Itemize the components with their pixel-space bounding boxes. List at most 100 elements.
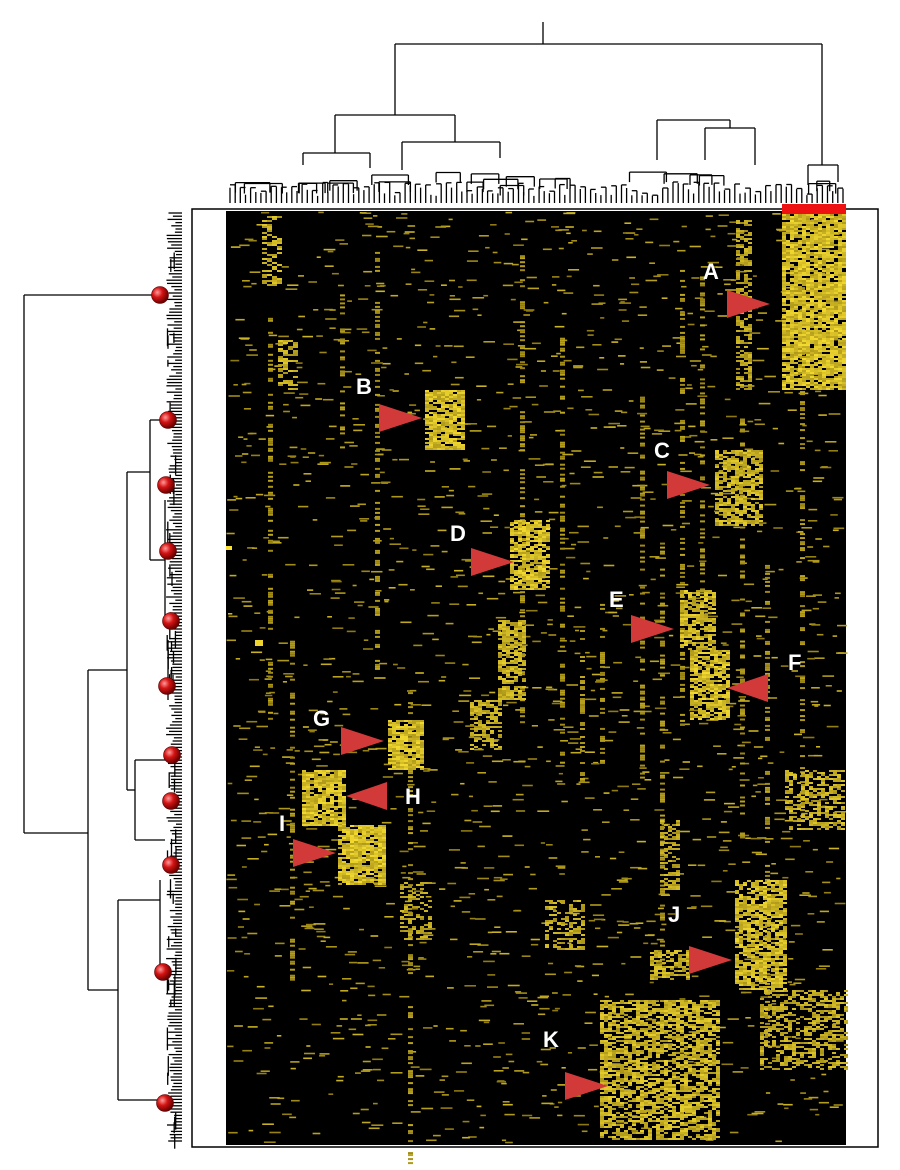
heatmap-cell xyxy=(577,980,583,982)
heatmap-cell xyxy=(786,380,790,382)
heatmap-cell xyxy=(278,340,283,342)
heatmap-cell xyxy=(608,611,618,614)
heatmap-cell xyxy=(375,501,380,504)
heatmap-cell xyxy=(740,544,745,547)
heatmap-cell xyxy=(802,292,806,294)
heatmap-cell xyxy=(393,245,404,248)
heatmap-cell xyxy=(325,946,337,948)
heatmap-cell xyxy=(543,481,554,483)
heatmap-cell xyxy=(350,1018,362,1020)
heatmap-cell xyxy=(521,539,530,542)
heatmap-cell xyxy=(243,408,251,410)
heatmap-cell xyxy=(460,1029,467,1032)
heatmap-cell xyxy=(818,316,822,318)
heatmap-cell xyxy=(818,338,822,340)
heatmap-cell xyxy=(747,420,754,423)
heatmap-cell xyxy=(724,398,731,401)
heatmap-cell xyxy=(810,254,814,256)
heatmap-cell xyxy=(826,372,830,374)
heatmap-cell xyxy=(814,306,818,308)
heatmap-cell xyxy=(782,350,786,352)
heatmap-cell xyxy=(700,366,705,369)
heatmap-cell xyxy=(512,397,522,399)
heatmap-cell xyxy=(295,362,303,364)
heatmap-cell xyxy=(527,758,538,760)
heatmap-cell xyxy=(802,278,806,280)
heatmap-cell xyxy=(521,1038,531,1040)
heatmap-cell xyxy=(611,789,619,792)
heatmap-cell xyxy=(794,332,798,334)
heatmap-cell xyxy=(640,568,645,571)
heatmap-cell xyxy=(339,708,348,710)
heatmap-cell xyxy=(254,798,259,801)
heatmap-cell xyxy=(640,754,645,757)
heatmap-cell xyxy=(290,678,295,681)
heatmap-cell xyxy=(640,488,645,491)
heatmap-cell xyxy=(814,232,818,234)
heatmap-cell xyxy=(454,866,466,869)
heatmap-cell xyxy=(700,532,705,535)
heatmap-cell xyxy=(520,381,525,384)
heatmap-cell xyxy=(634,234,639,236)
heatmap-cell xyxy=(736,322,740,324)
heatmap-cell xyxy=(818,238,822,240)
heatmap-cell xyxy=(818,320,822,322)
heatmap-cell xyxy=(740,282,744,284)
heatmap-cell xyxy=(740,718,745,721)
heatmap-cell xyxy=(317,463,329,465)
heatmap-cell xyxy=(268,429,273,432)
heatmap-cell xyxy=(660,814,665,817)
heatmap-cell xyxy=(822,292,826,294)
heatmap-cell xyxy=(826,861,834,863)
heatmap-cell xyxy=(790,298,794,300)
heatmap-cell xyxy=(660,724,665,727)
heatmap-cell xyxy=(660,796,665,799)
heatmap-cell xyxy=(842,216,846,218)
heatmap-cell xyxy=(830,342,834,344)
heatmap-cell xyxy=(790,388,794,390)
heatmap-cell xyxy=(810,336,814,338)
heatmap-cell xyxy=(408,1158,413,1161)
heatmap-cell xyxy=(814,336,818,338)
heatmap-cell xyxy=(740,762,745,765)
heatmap-cell xyxy=(822,332,826,334)
heatmap-cell xyxy=(814,449,821,452)
heatmap-cell xyxy=(842,262,846,264)
heatmap-cell xyxy=(700,324,705,327)
heatmap-cell xyxy=(830,220,834,222)
heatmap-cell xyxy=(375,325,380,328)
heatmap-cell xyxy=(802,320,806,322)
heatmap-cell xyxy=(319,351,327,354)
heatmap-cell xyxy=(640,526,649,529)
heatmap-cell xyxy=(265,692,271,694)
heatmap-cell xyxy=(290,956,295,959)
heatmap-cell xyxy=(810,226,814,228)
heatmap-cell xyxy=(806,332,810,334)
heatmap-cell xyxy=(593,230,602,233)
heatmap-cell xyxy=(448,218,453,221)
heatmap-cell xyxy=(834,322,838,324)
heatmap-cell xyxy=(826,342,830,344)
heatmap-cell xyxy=(794,268,798,270)
heatmap-cell xyxy=(527,1000,538,1002)
heatmap-cell xyxy=(618,721,630,723)
heatmap-cell xyxy=(811,704,821,706)
heatmap-cell xyxy=(325,318,337,320)
heatmap-cell xyxy=(268,471,273,474)
heatmap-cell xyxy=(765,584,770,587)
heatmap-cell xyxy=(727,1018,739,1020)
heatmap-cell xyxy=(830,360,834,362)
heatmap-cell xyxy=(384,916,394,918)
heatmap-cell xyxy=(228,1131,238,1134)
heatmap-cell xyxy=(640,616,645,619)
heatmap-cell xyxy=(740,800,745,803)
heatmap-cell xyxy=(834,324,838,326)
heatmap-cell xyxy=(697,456,704,458)
heatmap-cell xyxy=(687,323,695,326)
heatmap-cell xyxy=(788,941,795,943)
heatmap-cell xyxy=(662,732,672,734)
heatmap-cell xyxy=(842,256,846,258)
heatmap-cell xyxy=(290,702,295,705)
heatmap-cell xyxy=(814,344,818,346)
heatmap-cell xyxy=(828,413,841,415)
